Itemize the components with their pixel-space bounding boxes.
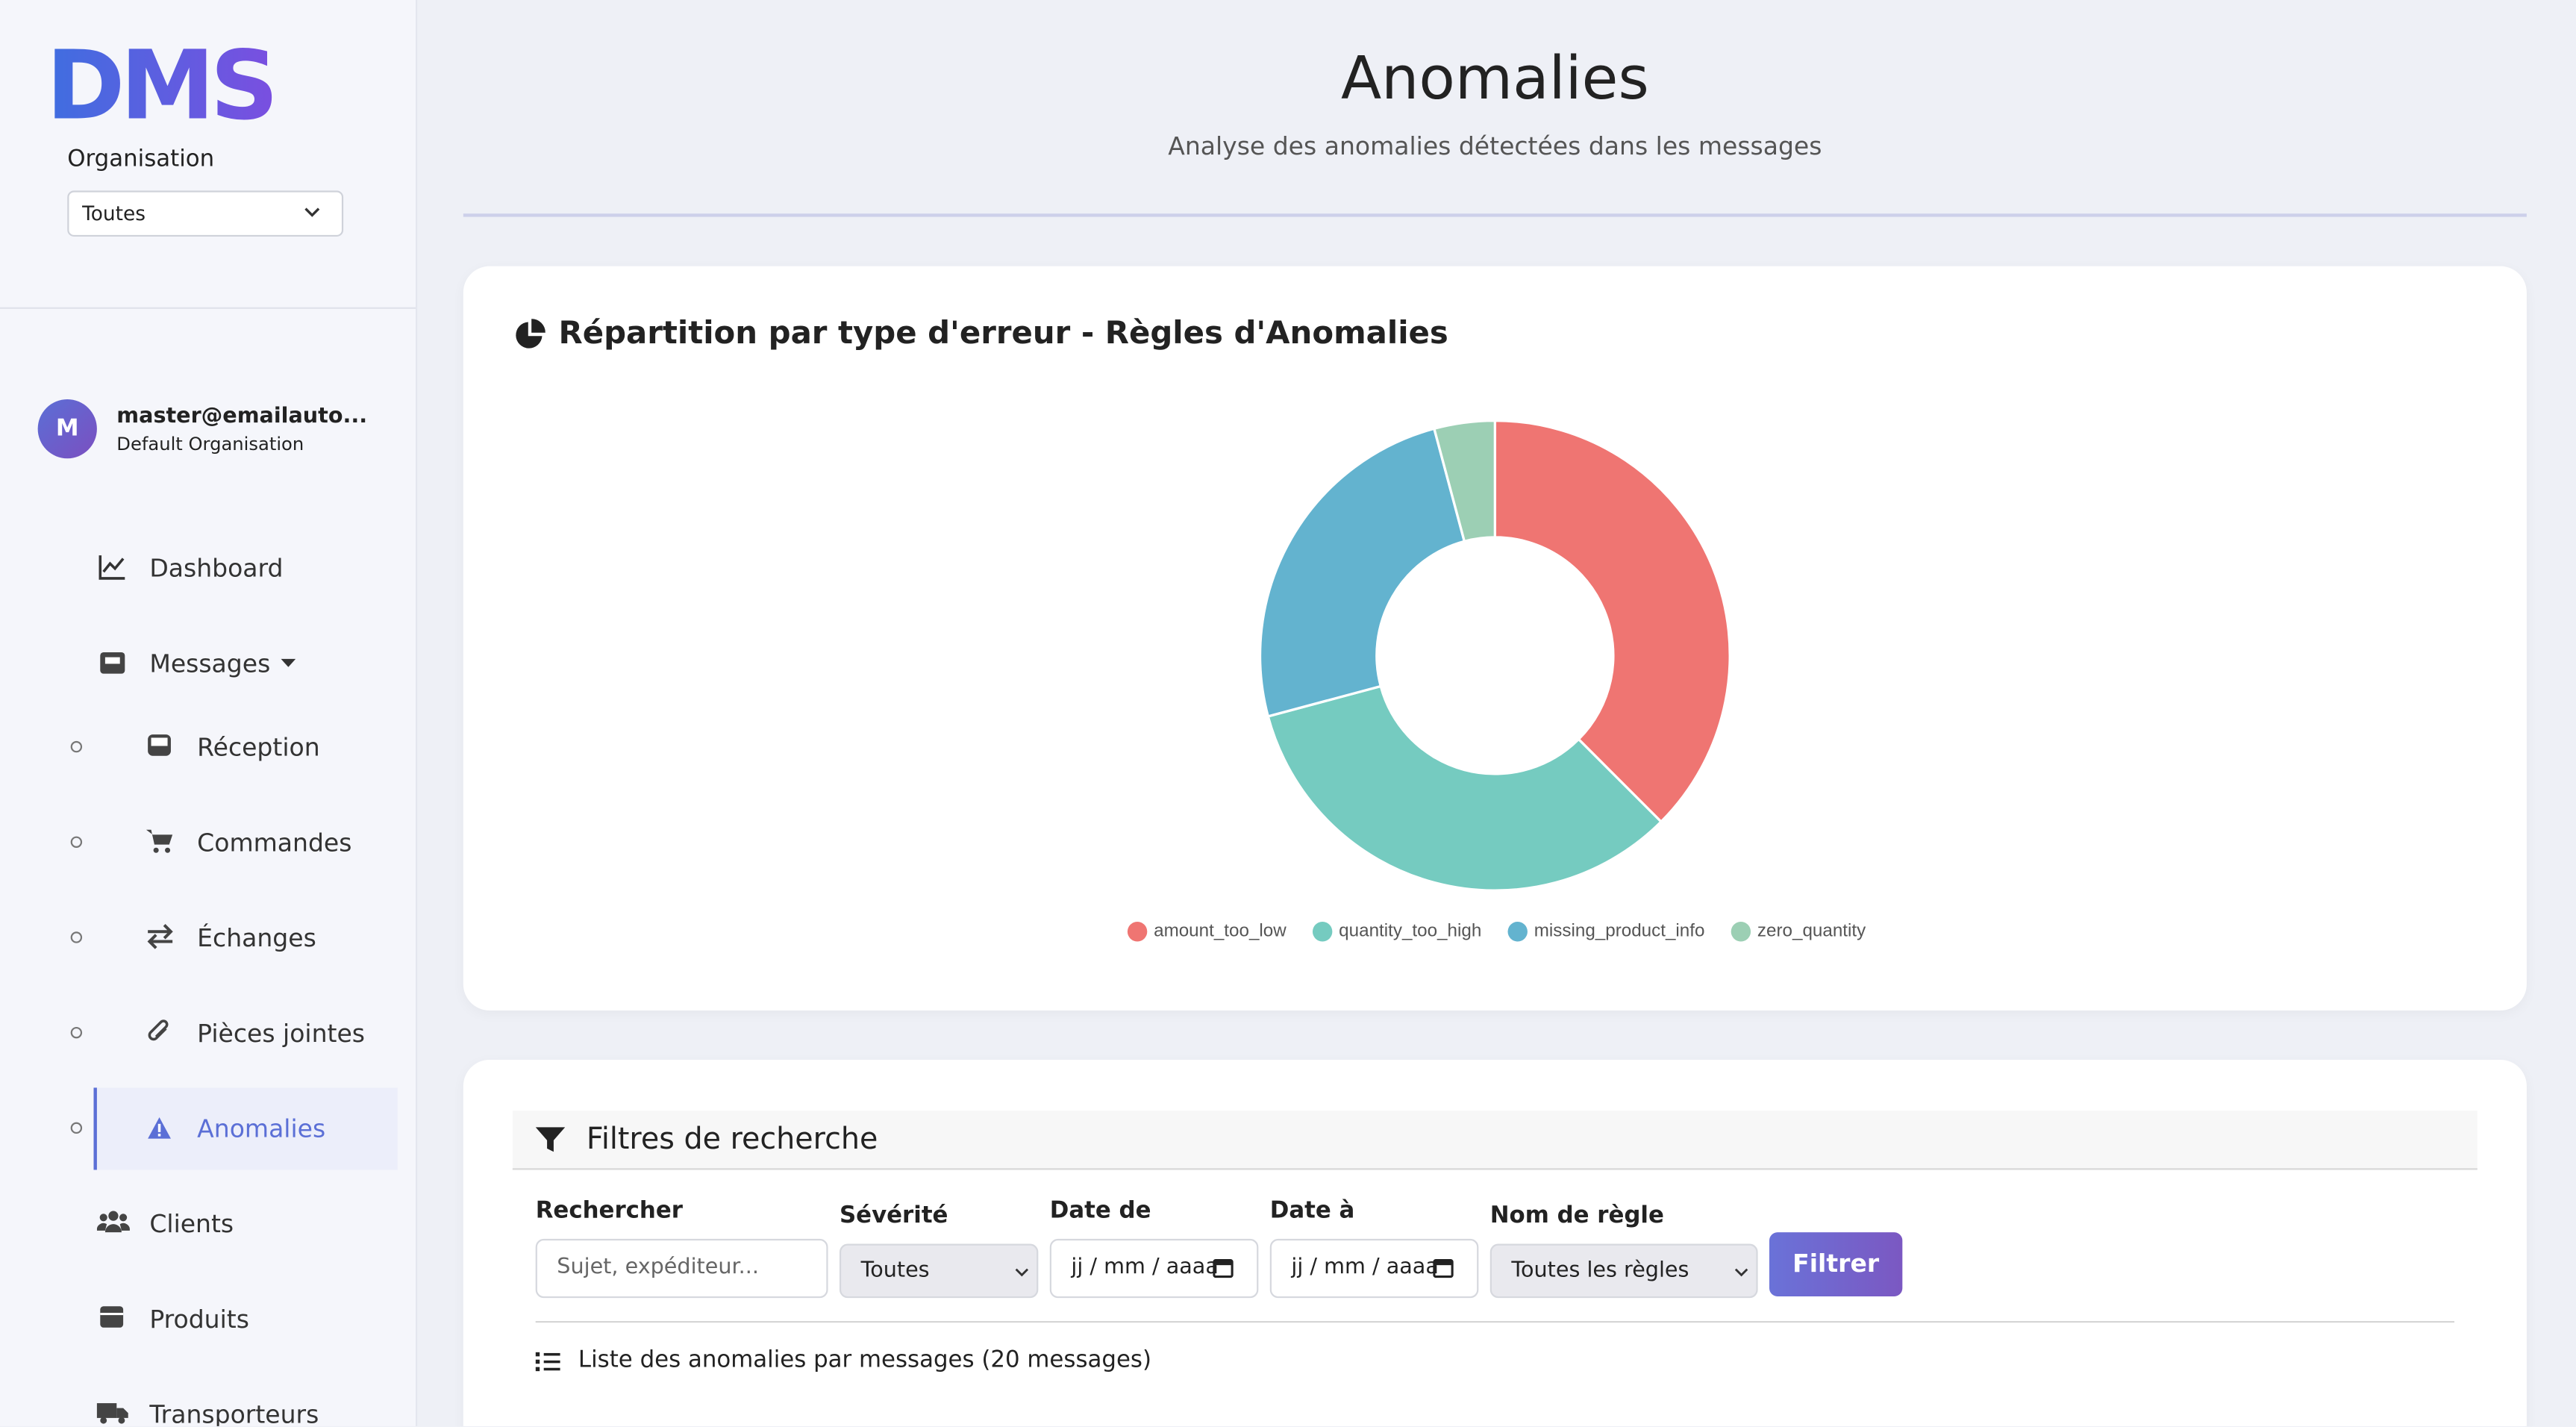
divider: [535, 1321, 2455, 1323]
bullet: [70, 1026, 83, 1039]
caret-icon: [281, 658, 296, 667]
search-input[interactable]: Sujet, expéditeur...: [535, 1238, 828, 1299]
nav-item[interactable]: Commandes: [0, 810, 416, 875]
donut-slice: [1266, 684, 1663, 892]
list-icon: [535, 1352, 560, 1372]
nav-item-active[interactable]: Anomalies: [0, 1087, 416, 1170]
date-from-label: Date de: [1049, 1197, 1151, 1225]
sidebar: DMS Organisation Toutes M master@emailau…: [0, 0, 418, 1426]
bullet: [70, 740, 83, 753]
nav-label: Messages: [149, 649, 271, 679]
severity-label: Sévérité: [839, 1202, 948, 1229]
nav-label: Produits: [149, 1304, 249, 1334]
tray-icon: [148, 734, 171, 756]
placeholder: Sujet, expéditeur...: [557, 1255, 759, 1280]
divider: [0, 307, 416, 309]
calendar-icon: [1433, 1259, 1454, 1278]
truck-icon: [96, 1403, 128, 1424]
nav-label: Transporteurs: [149, 1399, 319, 1426]
chevron-icon: [304, 207, 320, 217]
date-value: jj / mm / aaaa: [1071, 1255, 1219, 1280]
severity-select[interactable]: Toutes: [839, 1243, 1039, 1299]
date-to-input[interactable]: jj / mm / aaaa: [1269, 1238, 1479, 1299]
nav-item[interactable]: Transporteurs: [0, 1381, 416, 1426]
nav-label: Pièces jointes: [197, 1018, 366, 1049]
page-title: Anomalies: [1340, 46, 1649, 113]
legend-marker: [1312, 922, 1333, 942]
chevron-icon: [1015, 1268, 1029, 1277]
logo[interactable]: DMS: [46, 29, 279, 142]
nav-label: Échanges: [197, 923, 316, 953]
calendar-icon: [1213, 1259, 1234, 1278]
legend-label: missing_product_info: [1534, 921, 1705, 941]
rule-label: Nom de règle: [1489, 1202, 1664, 1229]
chevron-icon: [1734, 1268, 1748, 1277]
nav-label: Réception: [197, 732, 320, 763]
donut-slice: [1493, 419, 1731, 824]
warning-icon: [148, 1117, 171, 1139]
legend-marker: [1127, 922, 1148, 942]
user-organisation: Default Organisation: [116, 434, 304, 455]
select-value: Toutes: [82, 202, 146, 225]
nav-label: Commandes: [197, 828, 352, 858]
pie-icon: [516, 319, 545, 349]
bullet: [70, 1122, 83, 1134]
legend-marker: [1507, 922, 1528, 942]
list-title: Liste des anomalies par messages (20 mes…: [578, 1347, 1152, 1374]
nav-item[interactable]: Réception: [0, 715, 416, 781]
nav-label: Anomalies: [197, 1114, 326, 1144]
filter-icon: [535, 1127, 566, 1152]
rule-select[interactable]: Toutes les règles: [1489, 1243, 1758, 1299]
donut-slice: [1432, 419, 1497, 543]
date-from-input[interactable]: jj / mm / aaaa: [1049, 1238, 1259, 1299]
avatar[interactable]: M: [37, 399, 97, 459]
select-value: Toutes: [860, 1258, 930, 1284]
inbox-icon: [100, 652, 125, 674]
bullet: [70, 931, 83, 943]
nav-item[interactable]: Dashboard: [0, 536, 416, 602]
organisation-label: Organisation: [67, 146, 215, 173]
chart-card: Répartition par type d'erreur - Règles d…: [463, 266, 2527, 1011]
paperclip-icon: [148, 1019, 169, 1041]
nav-label: Dashboard: [149, 553, 284, 584]
donut-chart: amount_too_low quantity_too_high missing_p…: [1127, 419, 1866, 942]
box-icon: [100, 1306, 124, 1328]
bullet: [70, 836, 83, 848]
users-icon: [96, 1211, 130, 1233]
nav-item[interactable]: Pièces jointes: [0, 1001, 416, 1067]
nav-item[interactable]: Produits: [0, 1287, 416, 1352]
exchange-icon: [147, 924, 173, 949]
user-email: master@emailauto...: [116, 404, 368, 429]
legend-label: quantity_too_high: [1339, 921, 1481, 941]
active-highlight: [93, 1087, 398, 1170]
select-value: Toutes les règles: [1511, 1258, 1689, 1284]
cart-icon: [146, 829, 173, 853]
donut-slice: [1258, 427, 1466, 718]
filters-card: Filtres de recherche Rechercher Sujet, e…: [463, 1059, 2527, 1426]
chart-icon: [99, 555, 125, 580]
filters-header: Filtres de recherche: [512, 1111, 2477, 1170]
date-to-label: Date à: [1269, 1197, 1355, 1225]
filters-title: Filtres de recherche: [586, 1122, 878, 1157]
nav-label: Clients: [149, 1209, 234, 1239]
chart-title: Répartition par type d'erreur - Règles d…: [558, 315, 1448, 352]
legend-label: zero_quantity: [1757, 921, 1866, 941]
page-subtitle: Analyse des anomalies détectées dans les…: [1168, 131, 1822, 161]
nav-item[interactable]: Messages: [0, 631, 416, 696]
legend-marker: [1731, 922, 1751, 942]
nav-item[interactable]: Échanges: [0, 905, 416, 971]
header-divider: [463, 213, 2527, 217]
search-label: Rechercher: [535, 1197, 683, 1225]
filter-button[interactable]: Filtrer: [1769, 1232, 1903, 1296]
date-value: jj / mm / aaaa: [1291, 1255, 1439, 1280]
nav-item[interactable]: Clients: [0, 1191, 416, 1257]
organisation-select[interactable]: Toutes: [67, 190, 344, 237]
legend-label: amount_too_low: [1154, 921, 1287, 941]
